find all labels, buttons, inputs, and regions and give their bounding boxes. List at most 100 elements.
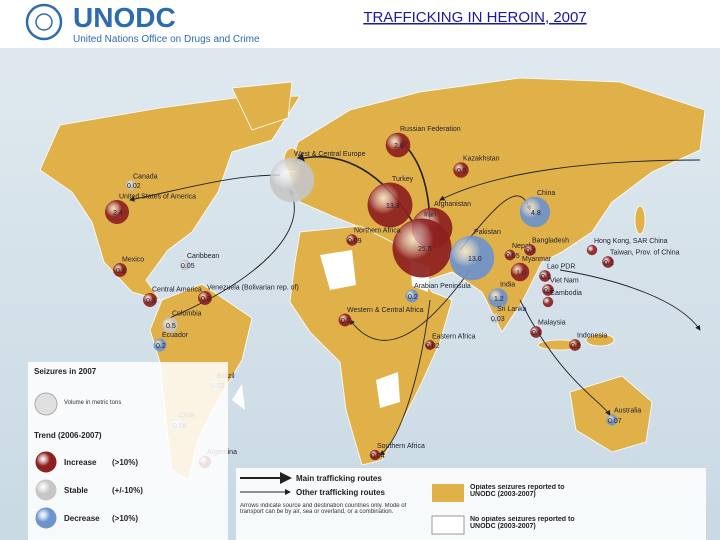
not-reported-box: No opiates seizures reported to UNODC (2… [470, 516, 575, 530]
trend-name: Stable [64, 486, 89, 495]
bubble [519, 196, 551, 228]
bubble [385, 132, 411, 158]
region-label: Mexico [122, 256, 144, 263]
legend-note-box: Arrows indicate source and destination c… [240, 503, 407, 515]
region-value: 0.07 [608, 418, 622, 425]
bubble [113, 263, 127, 277]
bubble [392, 218, 452, 278]
trend-range: (>10%) [112, 458, 138, 467]
region-label: Russian Federation [400, 126, 461, 133]
region-value: 0.5 [457, 168, 467, 175]
region-value: 0.3 [201, 296, 211, 303]
region-label: West & Central Europe [294, 151, 366, 158]
trend-range: (>10%) [112, 514, 138, 523]
bubble [143, 293, 157, 307]
region-value: 0.2 [408, 294, 418, 301]
trend-icon [35, 507, 57, 529]
header: UNODC United Nations Office on Drugs and… [25, 2, 587, 45]
region-value: 0.05 [181, 263, 195, 270]
region-label: Taiwan, Prov. of China [610, 249, 680, 256]
bubble [449, 235, 495, 281]
region-label: Iran [424, 212, 436, 219]
bubble [367, 182, 413, 228]
region-value: 4.8 [531, 210, 541, 217]
region-label: Eastern Africa [432, 333, 476, 340]
un-emblem [25, 3, 63, 41]
un-emblem-inner [35, 13, 53, 31]
bubble [369, 449, 381, 461]
logo: UNODC [73, 2, 176, 33]
region-value: 0.3 [116, 268, 126, 275]
logo-subtitle: United Nations Office on Drugs and Crime [73, 34, 260, 45]
region-label: Lao PDR [547, 263, 575, 270]
region-label: Indonesia [577, 332, 607, 339]
bubble [105, 200, 129, 224]
legend-note: Arrows indicate source and destination c… [240, 503, 407, 515]
bubble [542, 296, 554, 308]
legend-not-reported: No opiates seizures reported to UNODC (2… [470, 516, 575, 530]
region-value: 0.2 [156, 343, 166, 350]
trend-icon [35, 451, 57, 473]
bubble [524, 244, 536, 256]
bubble [153, 338, 167, 352]
bubble [425, 340, 435, 350]
bubble [504, 249, 516, 261]
bubbles: Russian Federation 2.6 Canada 0.02 United St… [105, 126, 680, 469]
region-value: 0.1 [541, 274, 551, 281]
region-label: Caribbean [187, 253, 219, 260]
legend-title: Seizures in 2007 [34, 367, 97, 376]
region-value: 25.6 [418, 246, 432, 253]
region-value: 0.3 [146, 298, 156, 305]
bubble [269, 157, 315, 203]
region-label: Myanmar [522, 256, 552, 263]
region-label: Afghanistan [434, 201, 471, 208]
region-label: Central America [152, 286, 202, 293]
bubble [162, 317, 178, 333]
trend-range: (+/-10%) [112, 486, 143, 495]
region-value: 0.2 [341, 318, 351, 325]
legend-box [28, 362, 228, 540]
region-label: Sri Lanka [497, 306, 527, 313]
bubble [569, 339, 581, 351]
region-value: 2.4 [113, 210, 123, 217]
bubble [405, 289, 419, 303]
region-value: 0.02 [426, 343, 440, 350]
bubble [338, 313, 352, 327]
region-label: United States of America [119, 193, 196, 200]
region-label: Bangladesh [532, 237, 569, 244]
region-value: 0.1 [571, 343, 581, 350]
region-label: Southern Africa [377, 443, 425, 450]
region-label: Australia [614, 408, 641, 415]
region-label: China [537, 190, 555, 197]
region-label: Ecuador [162, 332, 189, 339]
legend-volume-icon [34, 392, 58, 416]
region-label: Venezuela (Bolivarian rep. of) [207, 284, 299, 291]
region-value: 0.09 [348, 238, 362, 245]
region-label: Colombia [172, 310, 202, 317]
bubble [453, 162, 469, 178]
legend-main-routes: Main trafficking routes [296, 474, 382, 483]
bubble [489, 312, 501, 324]
legend-trends: Increase (>10%) Stable (+/-10%) Decrease (>10… [35, 451, 143, 529]
region-value: 0.04 [371, 453, 385, 460]
bubble [488, 288, 508, 308]
bubble [530, 326, 542, 338]
legend: Seizures in 2007 Volume in metric tons T… [28, 362, 706, 540]
region-value: 0.05 [506, 253, 520, 260]
bubble [346, 234, 358, 246]
region-label: Northern Africa [354, 228, 401, 235]
region-value: 1.0 [516, 270, 526, 277]
region-label: Kazakhstan [463, 155, 500, 162]
region-value: 0.02 [127, 183, 141, 190]
bubble [126, 180, 136, 190]
bubble [542, 284, 554, 296]
region-label: Cambodia [550, 290, 582, 297]
region-label: Turkey [392, 176, 414, 183]
region-value: 0.1 [544, 288, 554, 295]
region-value: 0.1 [526, 248, 536, 255]
trend-icon [35, 479, 57, 501]
region-label: Canada [133, 173, 158, 180]
region-value: 0.1 [532, 330, 542, 337]
legend-volume: Volume in metric tons [64, 400, 121, 406]
region-label: Western & Central Africa [347, 307, 424, 314]
